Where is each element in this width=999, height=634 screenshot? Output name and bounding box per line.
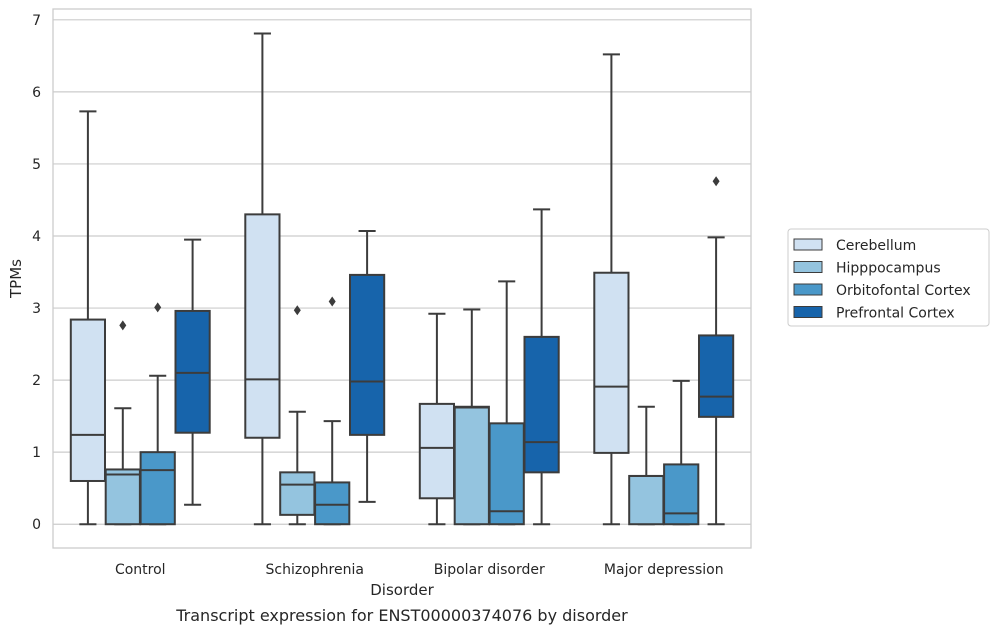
x-tick-label: Control bbox=[115, 562, 166, 578]
box bbox=[279, 471, 316, 516]
legend-swatch bbox=[793, 306, 823, 318]
legend-swatch bbox=[793, 261, 823, 273]
y-tick-label: 0 bbox=[32, 517, 41, 533]
x-tick-label: Bipolar disorder bbox=[434, 562, 545, 578]
legend-label: Cerebellum bbox=[836, 238, 916, 254]
box bbox=[523, 335, 560, 474]
box bbox=[697, 334, 735, 418]
legend: Cerebellum Hipppocampus Orbitofontal Corte… bbox=[787, 228, 990, 327]
box bbox=[139, 451, 176, 526]
box bbox=[69, 318, 107, 482]
x-tick-label: Major depression bbox=[604, 562, 724, 578]
legend-frame bbox=[787, 228, 990, 327]
box bbox=[663, 463, 700, 526]
y-tick-label: 4 bbox=[32, 229, 41, 245]
box bbox=[628, 474, 665, 526]
box bbox=[418, 402, 456, 500]
box bbox=[104, 468, 141, 526]
y-tick-label: 2 bbox=[32, 373, 41, 389]
box bbox=[174, 309, 211, 434]
outlier-point bbox=[328, 296, 336, 307]
outlier-point bbox=[154, 302, 162, 313]
x-axis-label: Disorder bbox=[370, 581, 434, 599]
y-tick-label: 6 bbox=[32, 85, 41, 101]
y-tick-label: 3 bbox=[32, 301, 41, 317]
outlier-point bbox=[712, 176, 720, 187]
legend-swatch bbox=[793, 283, 823, 296]
box bbox=[488, 422, 525, 526]
plot-frame bbox=[52, 8, 752, 549]
legend-swatch bbox=[793, 238, 823, 251]
box-groups bbox=[69, 32, 735, 526]
legend-label: Hipppocampus bbox=[836, 261, 941, 277]
y-tick-label: 7 bbox=[32, 13, 41, 29]
box-group bbox=[593, 53, 735, 526]
x-tick-labels: Control Schizophrenia Bipolar disorder Majo… bbox=[115, 562, 724, 578]
box bbox=[453, 405, 490, 526]
box bbox=[244, 213, 281, 439]
box-group bbox=[69, 110, 211, 526]
y-tick-labels: 0 1 2 3 4 5 6 7 bbox=[32, 13, 41, 533]
outlier-point bbox=[293, 305, 301, 316]
y-tick-label: 1 bbox=[32, 445, 41, 461]
y-axis-label: TPMs bbox=[7, 259, 25, 299]
box bbox=[314, 481, 351, 526]
legend-label: Orbitofontal Cortex bbox=[836, 283, 971, 299]
box-group bbox=[418, 208, 560, 526]
legend-label: Prefrontal Cortex bbox=[836, 306, 955, 322]
box-group bbox=[244, 32, 386, 526]
x-tick-label: Schizophrenia bbox=[266, 562, 364, 578]
box bbox=[593, 271, 630, 454]
chart-caption: Transcript expression for ENST0000037407… bbox=[175, 606, 628, 625]
box bbox=[348, 273, 386, 436]
y-tick-label: 5 bbox=[32, 157, 41, 173]
outlier-point bbox=[119, 320, 127, 331]
